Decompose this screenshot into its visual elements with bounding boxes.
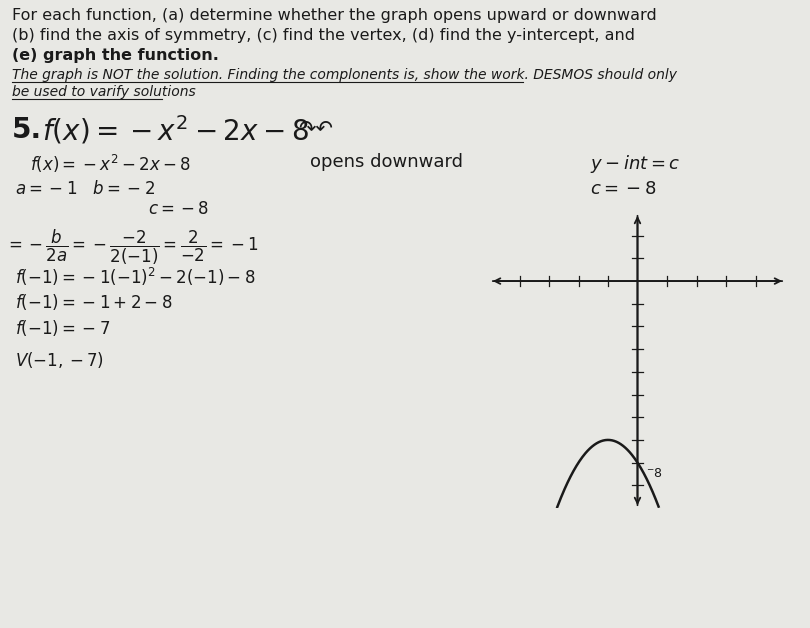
Text: $a = -1 \quad b = -2$: $a = -1 \quad b = -2$ <box>15 180 156 198</box>
Text: be used to varify solutions: be used to varify solutions <box>12 85 196 99</box>
Text: $f(-1) = -1(-1)^2 - 2(-1) - 8$: $f(-1) = -1(-1)^2 - 2(-1) - 8$ <box>15 266 255 288</box>
Text: $c = -8$: $c = -8$ <box>590 180 656 198</box>
Text: $f(-1) = -7$: $f(-1) = -7$ <box>15 318 110 338</box>
Text: For each function, (a) determine whether the graph opens upward or downward: For each function, (a) determine whether… <box>12 8 657 23</box>
Text: $V(-1,-7)$: $V(-1,-7)$ <box>15 350 104 370</box>
Text: (e) graph the function.: (e) graph the function. <box>12 48 219 63</box>
Text: $c = -8$: $c = -8$ <box>148 200 209 218</box>
Text: 5.: 5. <box>12 116 42 144</box>
Text: The graph is NOT the solution. Finding the complonents is, show the work. DESMOS: The graph is NOT the solution. Finding t… <box>12 68 677 82</box>
Text: (b) find the axis of symmetry, (c) find the vertex, (d) find the y-intercept, an: (b) find the axis of symmetry, (c) find … <box>12 28 635 43</box>
Text: $f(x) = -x^2 - 2x - 8$: $f(x) = -x^2 - 2x - 8$ <box>42 114 309 147</box>
Text: opens downward: opens downward <box>310 153 463 171</box>
Text: $f(-1) = -1 + 2 - 8$: $f(-1) = -1 + 2 - 8$ <box>15 292 173 312</box>
Text: ↷↶: ↷↶ <box>298 118 333 138</box>
Text: $f(x) = -x^2 - 2x - 8$: $f(x) = -x^2 - 2x - 8$ <box>30 153 190 175</box>
Text: $= -\dfrac{b}{2a} = -\dfrac{-2}{2(-1)} = \dfrac{2}{-2} = -1$: $= -\dfrac{b}{2a} = -\dfrac{-2}{2(-1)} =… <box>5 228 258 267</box>
Text: $y - int = c$: $y - int = c$ <box>590 153 680 175</box>
Text: $^{-}8$: $^{-}8$ <box>646 467 663 480</box>
